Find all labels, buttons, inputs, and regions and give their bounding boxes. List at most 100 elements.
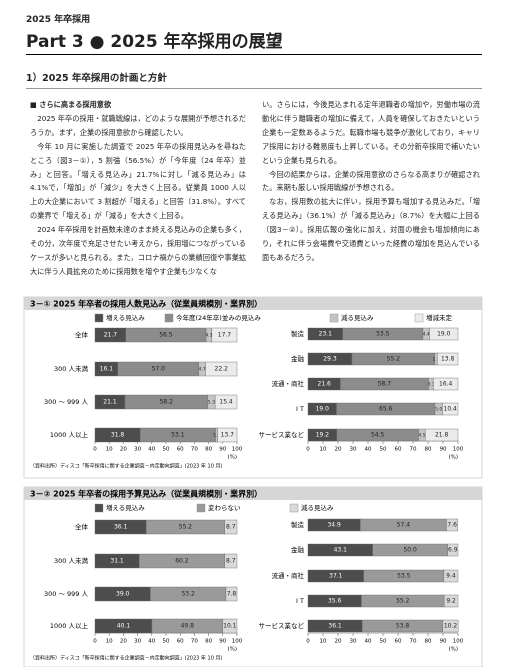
category-label: 金融	[291, 545, 305, 554]
x-tick-label: 30	[350, 447, 357, 453]
value-label: 1.4	[213, 433, 220, 439]
value-label: 10.4	[444, 406, 458, 413]
value-label: 39.0	[116, 591, 130, 598]
value-label: 15.4	[219, 399, 233, 406]
x-tick-label: 40	[365, 639, 372, 645]
value-label: 53.5	[397, 573, 411, 580]
category-label: サービス業など	[259, 621, 305, 630]
legend-swatch	[94, 503, 104, 513]
legend-label: 増える見込み	[106, 503, 145, 512]
x-tick-label: 10	[106, 639, 113, 645]
category-label: 金融	[291, 354, 305, 363]
legend-swatch	[289, 503, 299, 513]
legend-swatch	[196, 503, 206, 513]
value-label: 40.1	[117, 623, 131, 630]
value-label: 55.2	[387, 356, 401, 363]
bar-segment	[224, 519, 238, 535]
value-label: 16.1	[100, 366, 114, 373]
x-tick-label: 30	[134, 639, 141, 645]
legend-swatch	[414, 313, 424, 323]
bar-segment	[443, 569, 459, 583]
value-label: 53.5	[376, 331, 390, 338]
value-label: 53.2	[181, 591, 195, 598]
value-label: 19.0	[437, 331, 451, 338]
bar-segment	[442, 402, 459, 416]
value-label: 13.7	[221, 432, 235, 439]
bar-segment	[214, 394, 238, 410]
x-tick-label: 70	[191, 447, 198, 453]
category-label: 1000 人以上	[50, 430, 89, 439]
value-label: 7.8	[227, 591, 237, 598]
x-tick-label: 100	[453, 447, 464, 453]
bar-segment	[442, 619, 459, 633]
x-tick-label: 50	[380, 639, 387, 645]
legend-label: 減る見込み	[341, 313, 374, 322]
x-tick-label: 60	[395, 639, 402, 645]
category-label: サービス業など	[259, 430, 305, 439]
bar-segment	[217, 427, 238, 443]
x-tick-label: 20	[120, 639, 127, 645]
x-tick-label: 0	[93, 639, 97, 645]
x-tick-label: 40	[365, 447, 372, 453]
category-label: 製造	[291, 520, 305, 529]
value-label: 16.4	[439, 381, 453, 388]
value-label: 34.9	[327, 522, 341, 529]
x-tick-label: 70	[410, 447, 417, 453]
x-tick-label: 60	[395, 447, 402, 453]
x-tick-label: 80	[425, 447, 432, 453]
value-label: 31.8	[111, 432, 125, 439]
value-label: 54.5	[371, 432, 385, 439]
unit-label: (%)	[448, 455, 458, 461]
category-label: 全体	[75, 330, 89, 339]
x-tick-label: 70	[410, 639, 417, 645]
category-label: 300 人未満	[54, 364, 88, 373]
paragraph: 今年 10 月に実施した調査で 2025 年卒の採用見込みを尋ねたところ（図3－…	[30, 141, 246, 221]
source-note: （資料出所）ディスコ「新卒採用に関する企業調査－内定動向調査」(2023 年 1…	[30, 655, 222, 662]
x-tick-label: 80	[205, 639, 212, 645]
value-label: 19.2	[316, 432, 330, 439]
bar-segment	[205, 361, 238, 377]
value-label: 10.2	[444, 623, 458, 630]
category-label: 1000 人以上	[50, 621, 89, 630]
x-tick-label: 40	[148, 447, 155, 453]
legend-label: 減る見込み	[301, 503, 334, 512]
unit-label: (%)	[448, 647, 458, 653]
category-label: 300 人未満	[54, 556, 88, 565]
value-label: 57.4	[397, 522, 411, 529]
unit-label: (%)	[227, 455, 237, 461]
figure-title-band	[24, 297, 482, 310]
x-tick-label: 60	[177, 639, 184, 645]
value-label: 65.6	[379, 406, 393, 413]
value-label: 36.1	[114, 524, 128, 531]
left-column: ■ さらに高まる採用意欲 2025 年卒の採用・就職戦線は，どのような展開が予想…	[30, 98, 246, 279]
value-label: 17.7	[218, 332, 232, 339]
value-label: 9.2	[446, 598, 456, 605]
x-tick-label: 0	[306, 639, 310, 645]
x-tick-label: 30	[134, 447, 141, 453]
x-tick-label: 20	[335, 447, 342, 453]
value-label: 36.1	[328, 623, 342, 630]
figure-title: 3－② 2025 年卒者の採用予算見込み（従業員規模別・業界別）	[30, 489, 262, 499]
category-label: 300 ～ 999 人	[44, 398, 89, 406]
bar-segment	[447, 543, 459, 557]
value-label: 56.5	[159, 332, 173, 339]
section-title: 1）2025 年卒採用の計画と方針	[26, 70, 482, 89]
x-tick-label: 90	[440, 447, 447, 453]
value-label: 5.0	[435, 407, 442, 413]
value-label: 53.1	[171, 432, 185, 439]
bar-segment	[222, 618, 238, 634]
value-label: 4.4	[423, 332, 430, 338]
x-tick-label: 30	[350, 639, 357, 645]
legend-label: 変わらない	[208, 503, 241, 512]
value-label: 21.6	[318, 381, 332, 388]
x-tick-label: 90	[219, 639, 226, 645]
header-label: 2025 年卒採用	[26, 15, 91, 25]
value-label: 57.0	[152, 366, 166, 373]
subheading: ■ さらに高まる採用意欲	[30, 100, 112, 109]
category-label: 全体	[75, 522, 89, 531]
value-label: 37.1	[329, 573, 343, 580]
source-note: （資料出所）ディスコ「新卒採用に関する企業調査－内定動向調査」(2023 年 1…	[30, 463, 222, 470]
value-label: 8.7	[226, 524, 236, 531]
